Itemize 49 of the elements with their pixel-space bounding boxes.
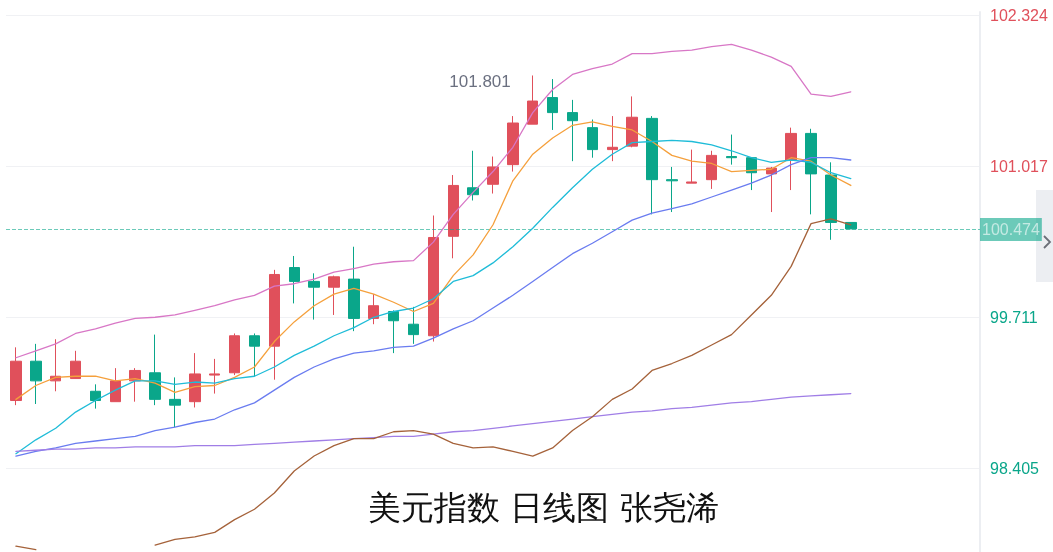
candlestick [527,74,538,125]
candlestick [626,95,638,148]
annotation: 101.801 [449,71,511,91]
candlestick [805,128,817,215]
candlestick [209,358,220,395]
candlestick [785,127,797,191]
candlestick [10,346,22,406]
candlestick [686,149,697,184]
candlestick [587,119,598,159]
candlestick [229,332,240,376]
candlestick [428,215,439,343]
candlestick [189,352,201,408]
candlestick [746,157,757,191]
candlestick [149,334,161,406]
y-tick-label: 101.017 [990,157,1048,175]
line-series [15,392,852,453]
candlestick [289,255,300,304]
candlestick [507,115,519,173]
candlestick [269,269,280,381]
candlestick [328,275,340,316]
candlestick [70,350,81,380]
candlestick [308,272,320,321]
candlestick [607,115,618,162]
candlestick [547,78,558,131]
candlestick [348,246,360,332]
candlestick [408,306,419,345]
candlestick [30,343,42,405]
candlestick [726,134,737,166]
candlestick [666,166,678,213]
candlestick [706,150,717,190]
candlestick [368,293,379,325]
line-series [15,121,852,401]
candlestick [825,161,837,241]
y-tick-label: 99.711 [990,308,1038,326]
candlestick [845,221,857,230]
candlestick [448,174,459,259]
candlestick [169,376,181,428]
text: 美元指数 日线图 张尧浠 [368,488,719,527]
candlestick [90,383,101,410]
candlestick [646,115,658,215]
candlestick [487,156,499,195]
candlestick [567,99,578,162]
y-tick-label: 98.405 [990,459,1040,477]
candlestick [249,332,260,377]
y-tick-label: 102.324 [990,6,1048,24]
candlestick [110,367,121,403]
ref-line-label: 100.474 [982,220,1040,238]
candlestick [388,309,399,354]
line-series [15,43,852,359]
